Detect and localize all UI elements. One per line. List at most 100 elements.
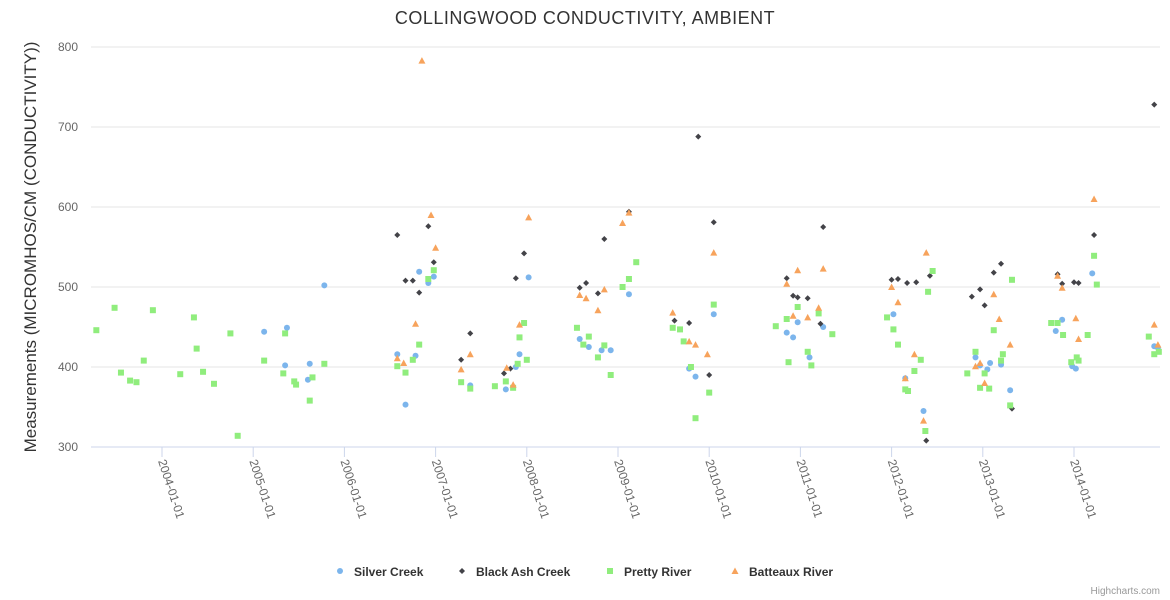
data-point[interactable] [594,354,601,361]
data-point[interactable] [706,389,713,396]
data-point[interactable] [261,328,268,335]
data-point[interactable] [901,374,909,382]
data-point[interactable] [502,378,509,385]
data-point[interactable] [987,360,994,366]
data-point[interactable] [1151,351,1158,358]
data-point[interactable] [913,279,920,286]
data-point[interactable] [1007,402,1014,409]
data-point[interactable] [1072,314,1080,322]
data-point[interactable] [998,260,1005,267]
data-point[interactable] [412,320,420,327]
legend-symbol[interactable] [731,567,739,575]
data-point[interactable] [409,356,416,363]
data-point[interactable] [282,330,289,337]
data-point[interactable] [894,276,901,282]
data-point[interactable] [283,324,290,331]
legend-label[interactable]: Black Ash Creek [476,565,571,579]
data-point[interactable] [1054,320,1061,326]
data-point[interactable] [986,385,993,392]
data-point[interactable] [1075,357,1082,364]
data-point[interactable] [594,306,602,314]
data-point[interactable] [669,309,677,316]
data-point[interactable] [416,289,423,296]
data-point[interactable] [625,291,632,298]
data-point[interactable] [820,224,827,230]
data-point[interactable] [990,327,997,334]
data-point[interactable] [491,383,498,390]
data-point[interactable] [321,282,328,289]
data-point[interactable] [1145,333,1152,340]
data-point[interactable] [904,280,911,286]
data-point[interactable] [521,320,528,326]
data-point[interactable] [598,347,605,354]
data-point[interactable] [981,302,988,309]
data-point[interactable] [905,388,912,394]
data-point[interactable] [1052,328,1059,334]
data-point[interactable] [888,283,896,291]
data-point[interactable] [671,317,678,324]
data-point[interactable] [510,384,517,391]
data-point[interactable] [790,292,797,299]
data-point[interactable] [304,376,311,383]
data-point[interactable] [525,274,532,281]
data-point[interactable] [580,341,587,348]
data-point[interactable] [990,269,997,276]
data-point[interactable] [583,280,590,286]
data-point[interactable] [503,364,511,371]
data-point[interactable] [416,268,423,275]
data-point[interactable] [509,381,517,388]
data-point[interactable] [427,211,435,219]
data-point[interactable] [227,330,234,337]
data-point[interactable] [1068,359,1075,366]
data-point[interactable] [785,359,792,366]
data-point[interactable] [516,351,523,358]
legend-symbol[interactable] [337,568,343,574]
data-point[interactable] [585,344,592,350]
data-point[interactable] [261,357,268,364]
credits-link[interactable]: Highcharts.com [1091,586,1160,597]
data-point[interactable] [972,348,979,355]
data-point[interactable] [692,415,699,422]
data-point[interactable] [127,377,134,384]
data-point[interactable] [1091,252,1098,259]
data-point[interactable] [783,275,790,282]
data-point[interactable] [922,249,930,256]
data-point[interactable] [516,321,524,328]
data-point[interactable] [680,338,687,345]
data-point[interactable] [925,288,932,295]
data-point[interactable] [1073,354,1080,361]
data-point[interactable] [1006,341,1014,348]
data-point[interactable] [1089,270,1096,277]
data-point[interactable] [466,350,474,358]
data-point[interactable] [995,315,1003,323]
data-point[interactable] [1048,320,1055,326]
legend-item[interactable]: Batteaux River [731,565,834,579]
data-point[interactable] [920,417,928,424]
legend-item[interactable]: Pretty River [607,565,692,579]
data-point[interactable] [783,316,790,322]
data-point[interactable] [418,57,426,64]
data-point[interactable] [516,334,523,341]
data-point[interactable] [501,370,507,377]
data-point[interactable] [457,365,465,373]
data-point[interactable] [1072,365,1079,372]
data-point[interactable] [703,350,711,358]
data-point[interactable] [573,324,580,331]
data-point[interactable] [922,428,929,434]
data-point[interactable] [625,276,632,282]
data-point[interactable] [998,357,1005,364]
data-point[interactable] [794,266,802,274]
data-point[interactable] [467,385,474,392]
data-point[interactable] [964,370,971,377]
data-point[interactable] [783,329,790,336]
data-point[interactable] [293,381,300,388]
data-point[interactable] [512,275,519,282]
data-point[interactable] [514,360,521,367]
data-point[interactable] [829,331,836,338]
data-point[interactable] [1054,272,1062,279]
data-point[interactable] [525,213,533,221]
data-point[interactable] [416,341,423,348]
data-point[interactable] [523,356,530,363]
data-point[interactable] [804,313,812,321]
data-point[interactable] [695,133,702,140]
